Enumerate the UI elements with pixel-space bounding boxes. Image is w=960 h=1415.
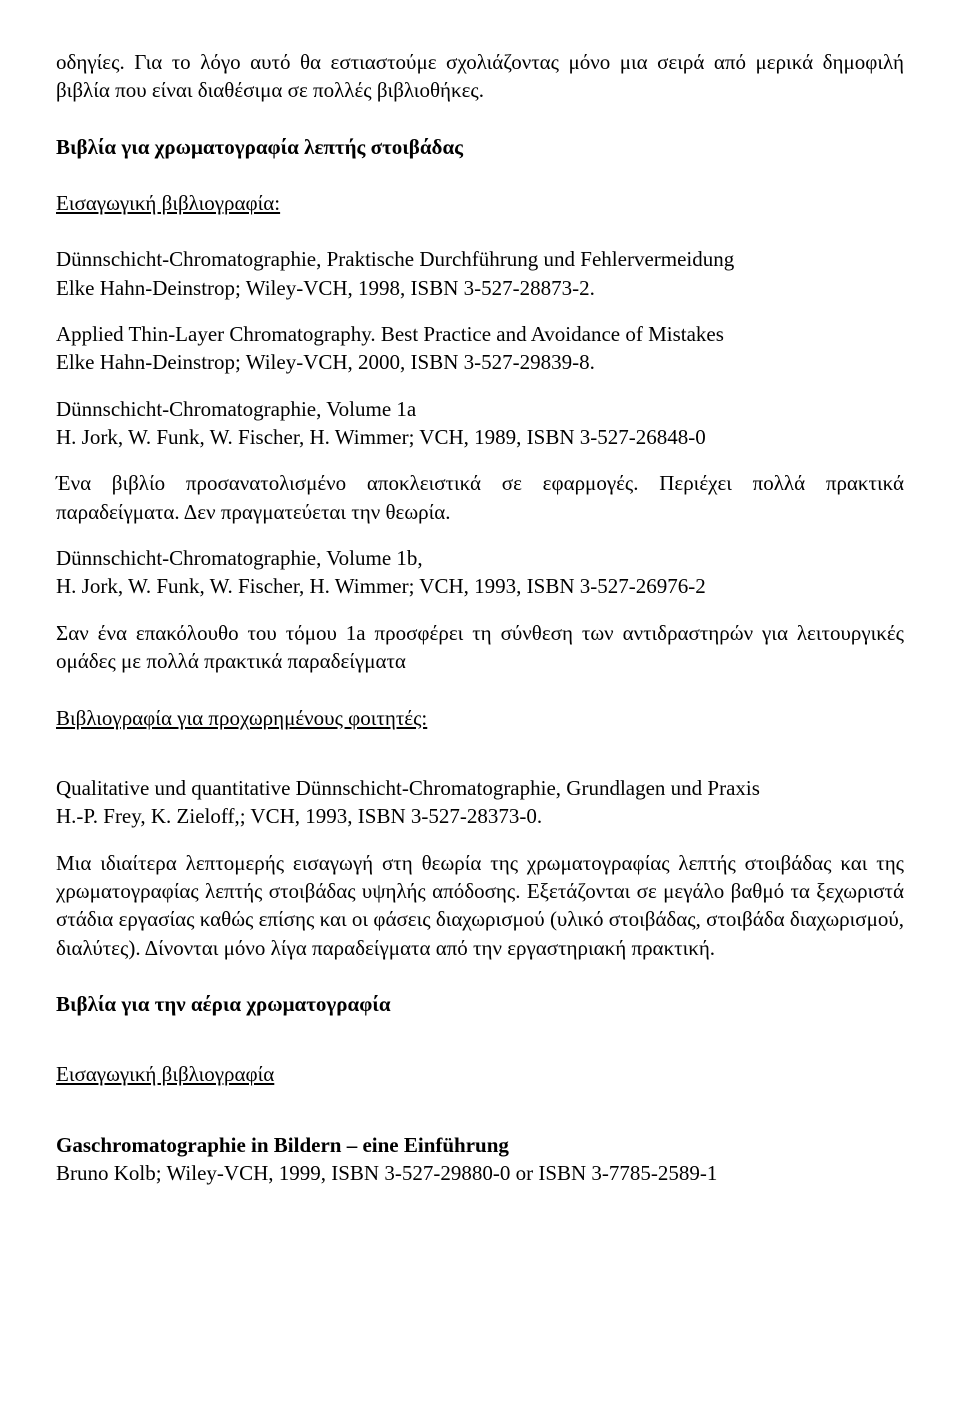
book-3-details: H. Jork, W. Funk, W. Fischer, H. Wimmer;… <box>56 425 706 449</box>
heading-gc-books: Βιβλία για την αέρια χρωματογραφία <box>56 990 904 1018</box>
book-5-description: Μια ιδιαίτερα λεπτομερής εισαγωγή στη θε… <box>56 849 904 962</box>
book-entry-5: Qualitative und quantitative Dünnschicht… <box>56 774 904 831</box>
book-4-title: Dünnschicht-Chromatographie, Volume 1b, <box>56 546 423 570</box>
subheading-gc-intro-biblio: Εισαγωγική βιβλιογραφία <box>56 1060 904 1088</box>
book-4-description: Σαν ένα επακόλουθο του τόμου 1a προσφέρε… <box>56 619 904 676</box>
book-5-title: Qualitative und quantitative Dünnschicht… <box>56 776 760 800</box>
book-6-title: Gaschromatographie in Bildern – eine Ein… <box>56 1133 509 1157</box>
book-entry-3: Dünnschicht-Chromatographie, Volume 1a H… <box>56 395 904 452</box>
book-6-details: Bruno Kolb; Wiley-VCH, 1999, ISBN 3-527-… <box>56 1161 717 1185</box>
intro-paragraph: οδηγίες. Για το λόγο αυτό θα εστιαστούμε… <box>56 48 904 105</box>
book-entry-2: Applied Thin-Layer Chromatography. Best … <box>56 320 904 377</box>
subheading-advanced-biblio: Βιβλιογραφία για προχωρημένους φοιτητές: <box>56 704 904 732</box>
book-3-description: Ένα βιβλίο προσανατολισμένο αποκλειστικά… <box>56 469 904 526</box>
book-3-title: Dünnschicht-Chromatographie, Volume 1a <box>56 397 416 421</box>
book-entry-6: Gaschromatographie in Bildern – eine Ein… <box>56 1131 904 1188</box>
book-entry-1: Dünnschicht-Chromatographie, Praktische … <box>56 245 904 302</box>
heading-tlc-books: Βιβλία για χρωματογραφία λεπτής στοιβάδα… <box>56 133 904 161</box>
book-4-details: H. Jork, W. Funk, W. Fischer, H. Wimmer;… <box>56 574 706 598</box>
book-2-title: Applied Thin-Layer Chromatography. Best … <box>56 322 724 346</box>
book-5-details: H.-P. Frey, K. Zieloff,; VCH, 1993, ISBN… <box>56 804 542 828</box>
book-1-details: Elke Hahn-Deinstrop; Wiley-VCH, 1998, IS… <box>56 276 595 300</box>
book-entry-4: Dünnschicht-Chromatographie, Volume 1b, … <box>56 544 904 601</box>
subheading-intro-biblio: Εισαγωγική βιβλιογραφία: <box>56 189 904 217</box>
book-1-title: Dünnschicht-Chromatographie, Praktische … <box>56 247 734 271</box>
book-2-details: Elke Hahn-Deinstrop; Wiley-VCH, 2000, IS… <box>56 350 595 374</box>
